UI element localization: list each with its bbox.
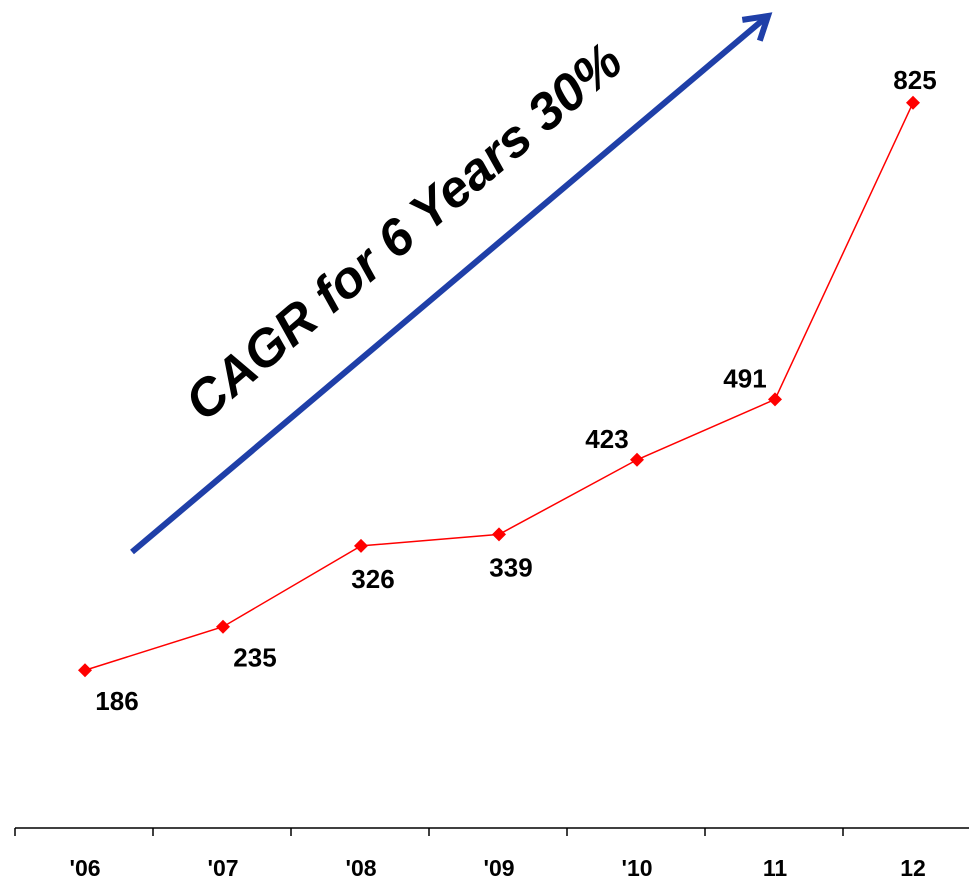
data-label: 825 bbox=[893, 65, 936, 95]
data-point-marker bbox=[78, 663, 92, 678]
data-label: 235 bbox=[233, 643, 276, 673]
data-point-marker bbox=[630, 452, 644, 467]
cagr-annotation-text: CAGR for 6 Years 30% bbox=[174, 32, 633, 433]
data-label: 491 bbox=[723, 363, 766, 393]
cagr-annotation: CAGR for 6 Years 30% bbox=[130, 12, 773, 555]
x-tick-label: 11 bbox=[763, 855, 788, 881]
series-line-group bbox=[78, 95, 920, 678]
data-label: 423 bbox=[585, 424, 628, 454]
data-labels: 186 235 326 339 423 491 825 bbox=[95, 65, 936, 716]
data-label: 326 bbox=[351, 564, 394, 594]
x-tick-label: '07 bbox=[207, 855, 238, 881]
x-tick-label: 12 bbox=[900, 855, 926, 881]
data-label: 186 bbox=[95, 686, 138, 716]
data-point-marker bbox=[354, 538, 368, 553]
data-label: 339 bbox=[489, 552, 532, 582]
data-point-marker bbox=[216, 619, 230, 634]
cagr-arrow-head bbox=[741, 12, 773, 42]
x-tick-label: '09 bbox=[483, 855, 514, 881]
cagr-arrow bbox=[130, 16, 766, 555]
data-point-marker bbox=[906, 95, 920, 110]
data-point-marker bbox=[768, 392, 782, 407]
x-tick-label: '10 bbox=[621, 855, 652, 881]
data-point-marker bbox=[492, 527, 506, 542]
x-tick-label: '08 bbox=[345, 855, 376, 881]
x-axis: '06 '07 '08 '09 '10 11 12 bbox=[14, 827, 969, 881]
x-tick-label: '06 bbox=[69, 855, 100, 881]
